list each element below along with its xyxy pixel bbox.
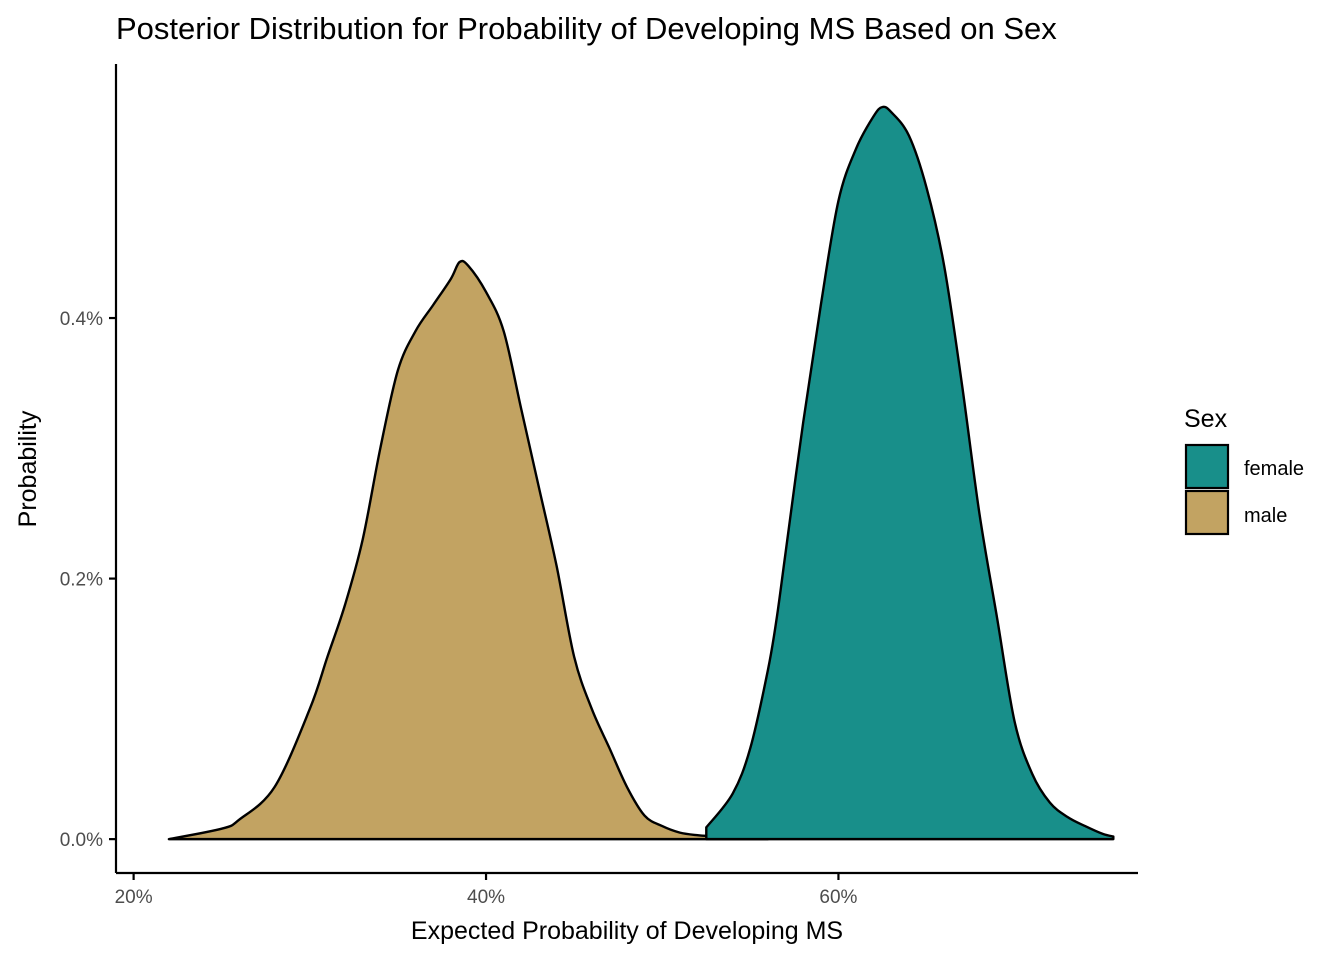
legend-label-female: female: [1244, 458, 1304, 480]
x-tick-label: 20%: [115, 887, 153, 908]
x-axis-title: Expected Probability of Developing MS: [411, 917, 843, 945]
legend-title: Sex: [1184, 405, 1228, 433]
x-tick-label: 40%: [467, 887, 505, 908]
density-area-male: [167, 259, 770, 841]
y-tick-label: 0.2%: [60, 570, 103, 591]
y-tick-label: 0.4%: [60, 309, 103, 330]
legend: Sex female male: [1184, 405, 1304, 536]
y-axis-title: Probability: [14, 410, 42, 527]
density-area-female: [705, 105, 1115, 841]
y-tick-label: 0.0%: [60, 830, 103, 851]
plot-area: [167, 105, 1115, 841]
legend-swatch-female: [1184, 443, 1230, 490]
chart-title: Posterior Distribution for Probability o…: [116, 11, 1057, 46]
legend-label-male: male: [1244, 505, 1287, 527]
legend-swatch-male: [1184, 489, 1230, 536]
axes: 20% 40% 60% 0.0% 0.2% 0.4%: [60, 64, 1138, 908]
x-tick-label: 60%: [819, 887, 857, 908]
